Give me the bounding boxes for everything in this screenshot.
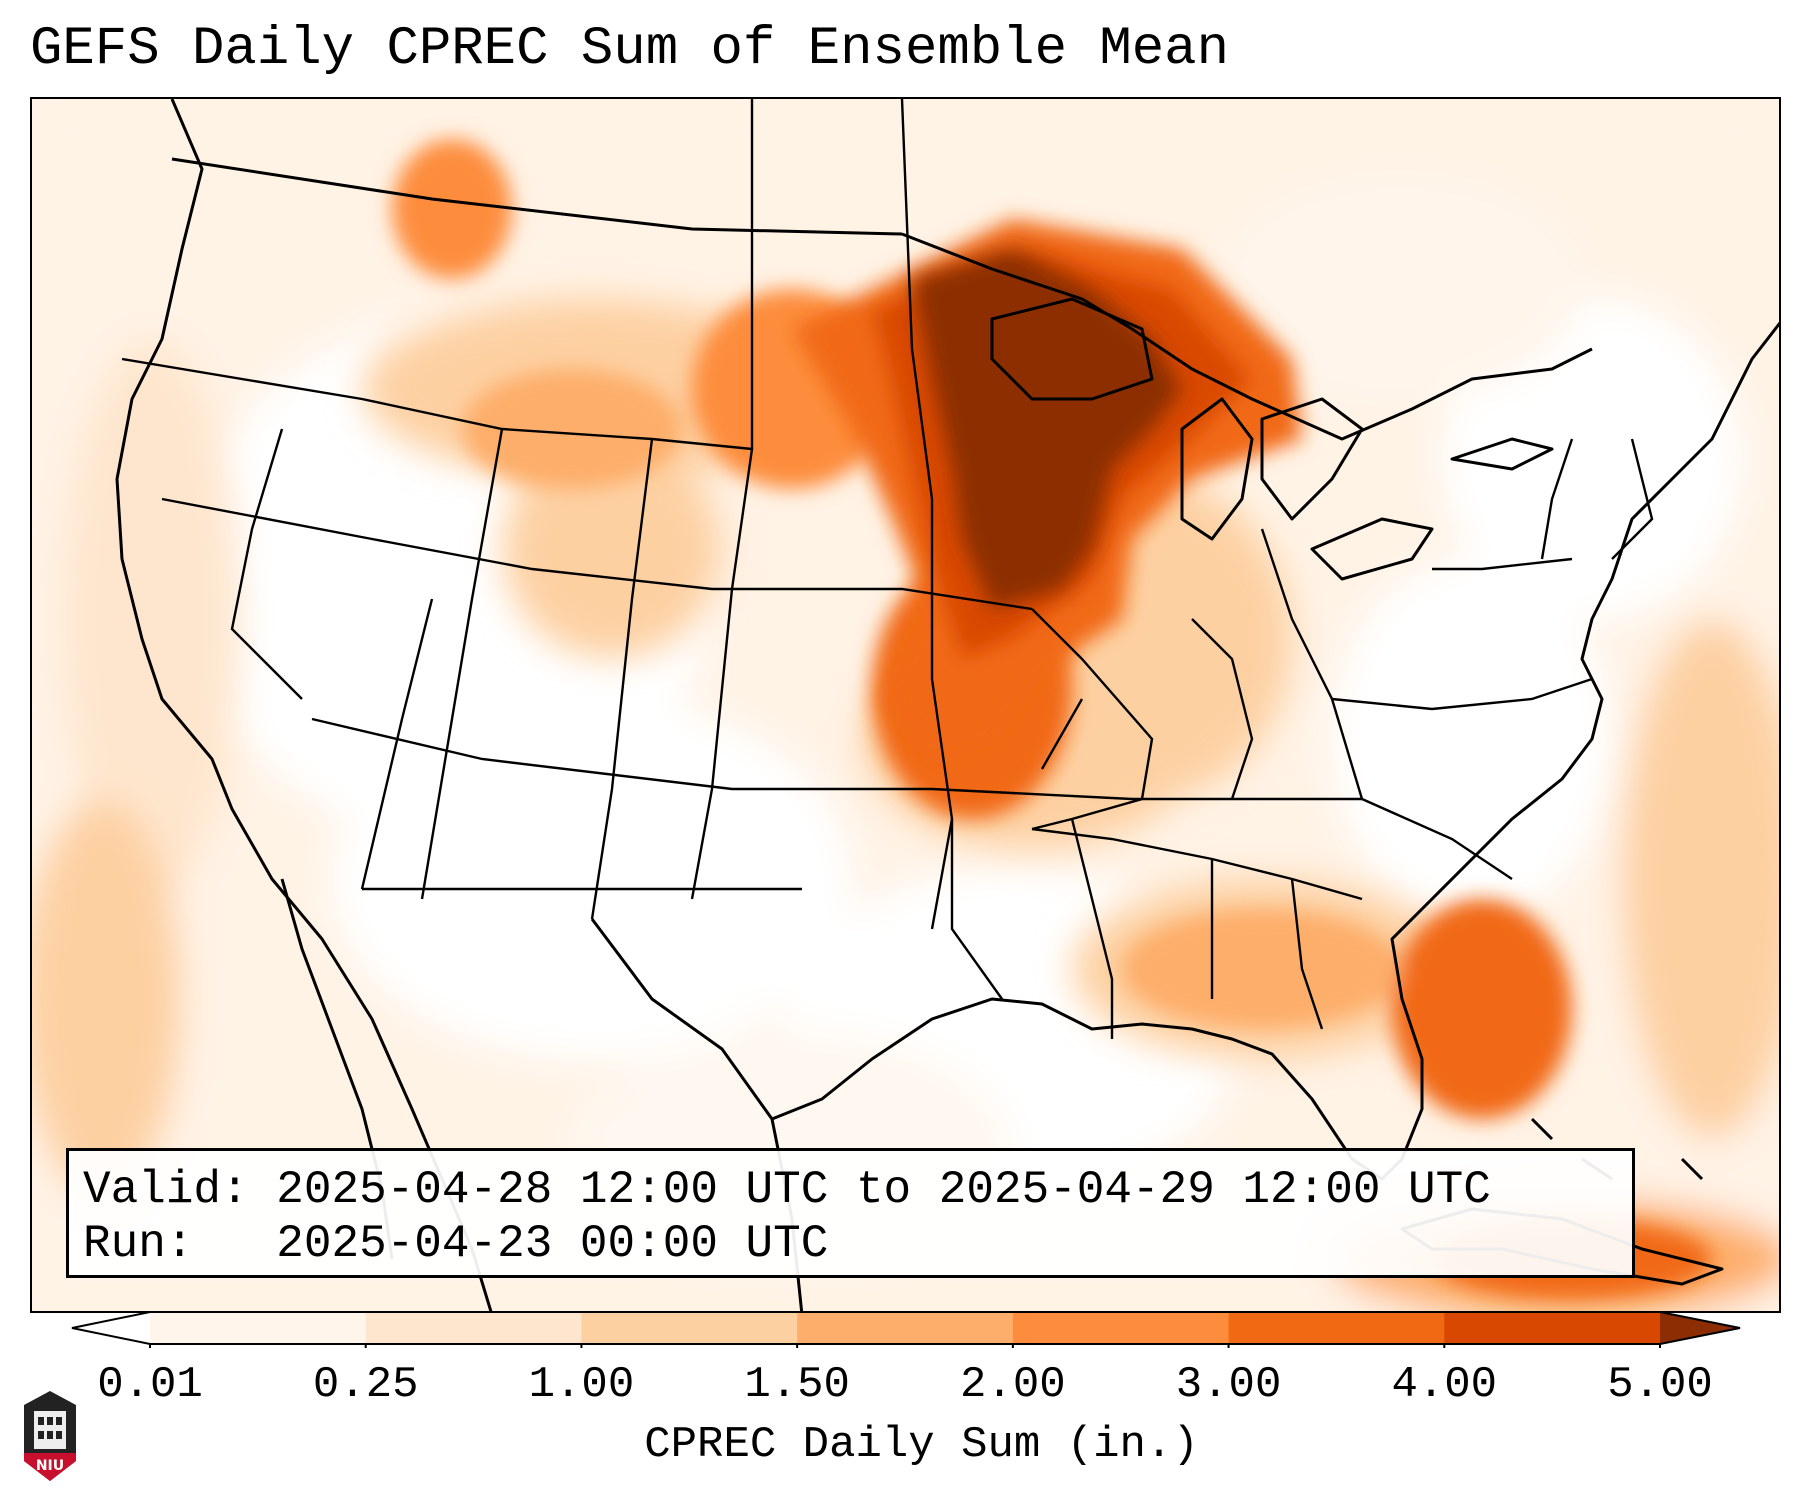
colorbar: [71, 1311, 1741, 1348]
valid-time-range: 2025-04-28 12:00 UTC to 2025-04-29 12:00…: [276, 1164, 1491, 1216]
run-time: 2025-04-23 00:00 UTC: [276, 1218, 829, 1270]
logo-text: NIU: [36, 1458, 64, 1474]
run-label: Run:: [83, 1218, 194, 1270]
colorbar-tick-label: 2.00: [960, 1360, 1066, 1410]
colorbar-over-extension: [1660, 1312, 1740, 1344]
precip-map: [30, 97, 1781, 1313]
colorbar-tick-label: 4.00: [1391, 1360, 1498, 1410]
validity-info-box: Valid: 2025-04-28 12:00 UTC to 2025-04-2…: [66, 1148, 1635, 1278]
colorbar-tick-label: 1.50: [744, 1360, 850, 1410]
colorbar-under-extension: [72, 1312, 150, 1344]
colorbar-label: CPREC Daily Sum (in.): [644, 1420, 1199, 1470]
colorbar-tick-label: 0.25: [312, 1360, 419, 1410]
colorbar-segment: [797, 1312, 1014, 1344]
colorbar-tick-label: 1.00: [528, 1360, 635, 1410]
colorbar-segment: [1228, 1312, 1445, 1344]
colorbar-segment: [581, 1312, 798, 1344]
colorbar-tick-label: 0.01: [97, 1360, 203, 1410]
university-seal-icon: NIU: [24, 1391, 76, 1481]
colorbar-segment: [150, 1312, 367, 1344]
map-title: GEFS Daily CPREC Sum of Ensemble Mean: [30, 19, 1229, 80]
colorbar-tick-label: 5.00: [1607, 1360, 1713, 1410]
colorbar-segment: [1012, 1312, 1230, 1344]
colorbar-segment: [1444, 1312, 1661, 1344]
colorbar-tick-label: 3.00: [1175, 1360, 1282, 1410]
colorbar-segment: [365, 1312, 582, 1344]
valid-label: Valid:: [83, 1164, 249, 1216]
